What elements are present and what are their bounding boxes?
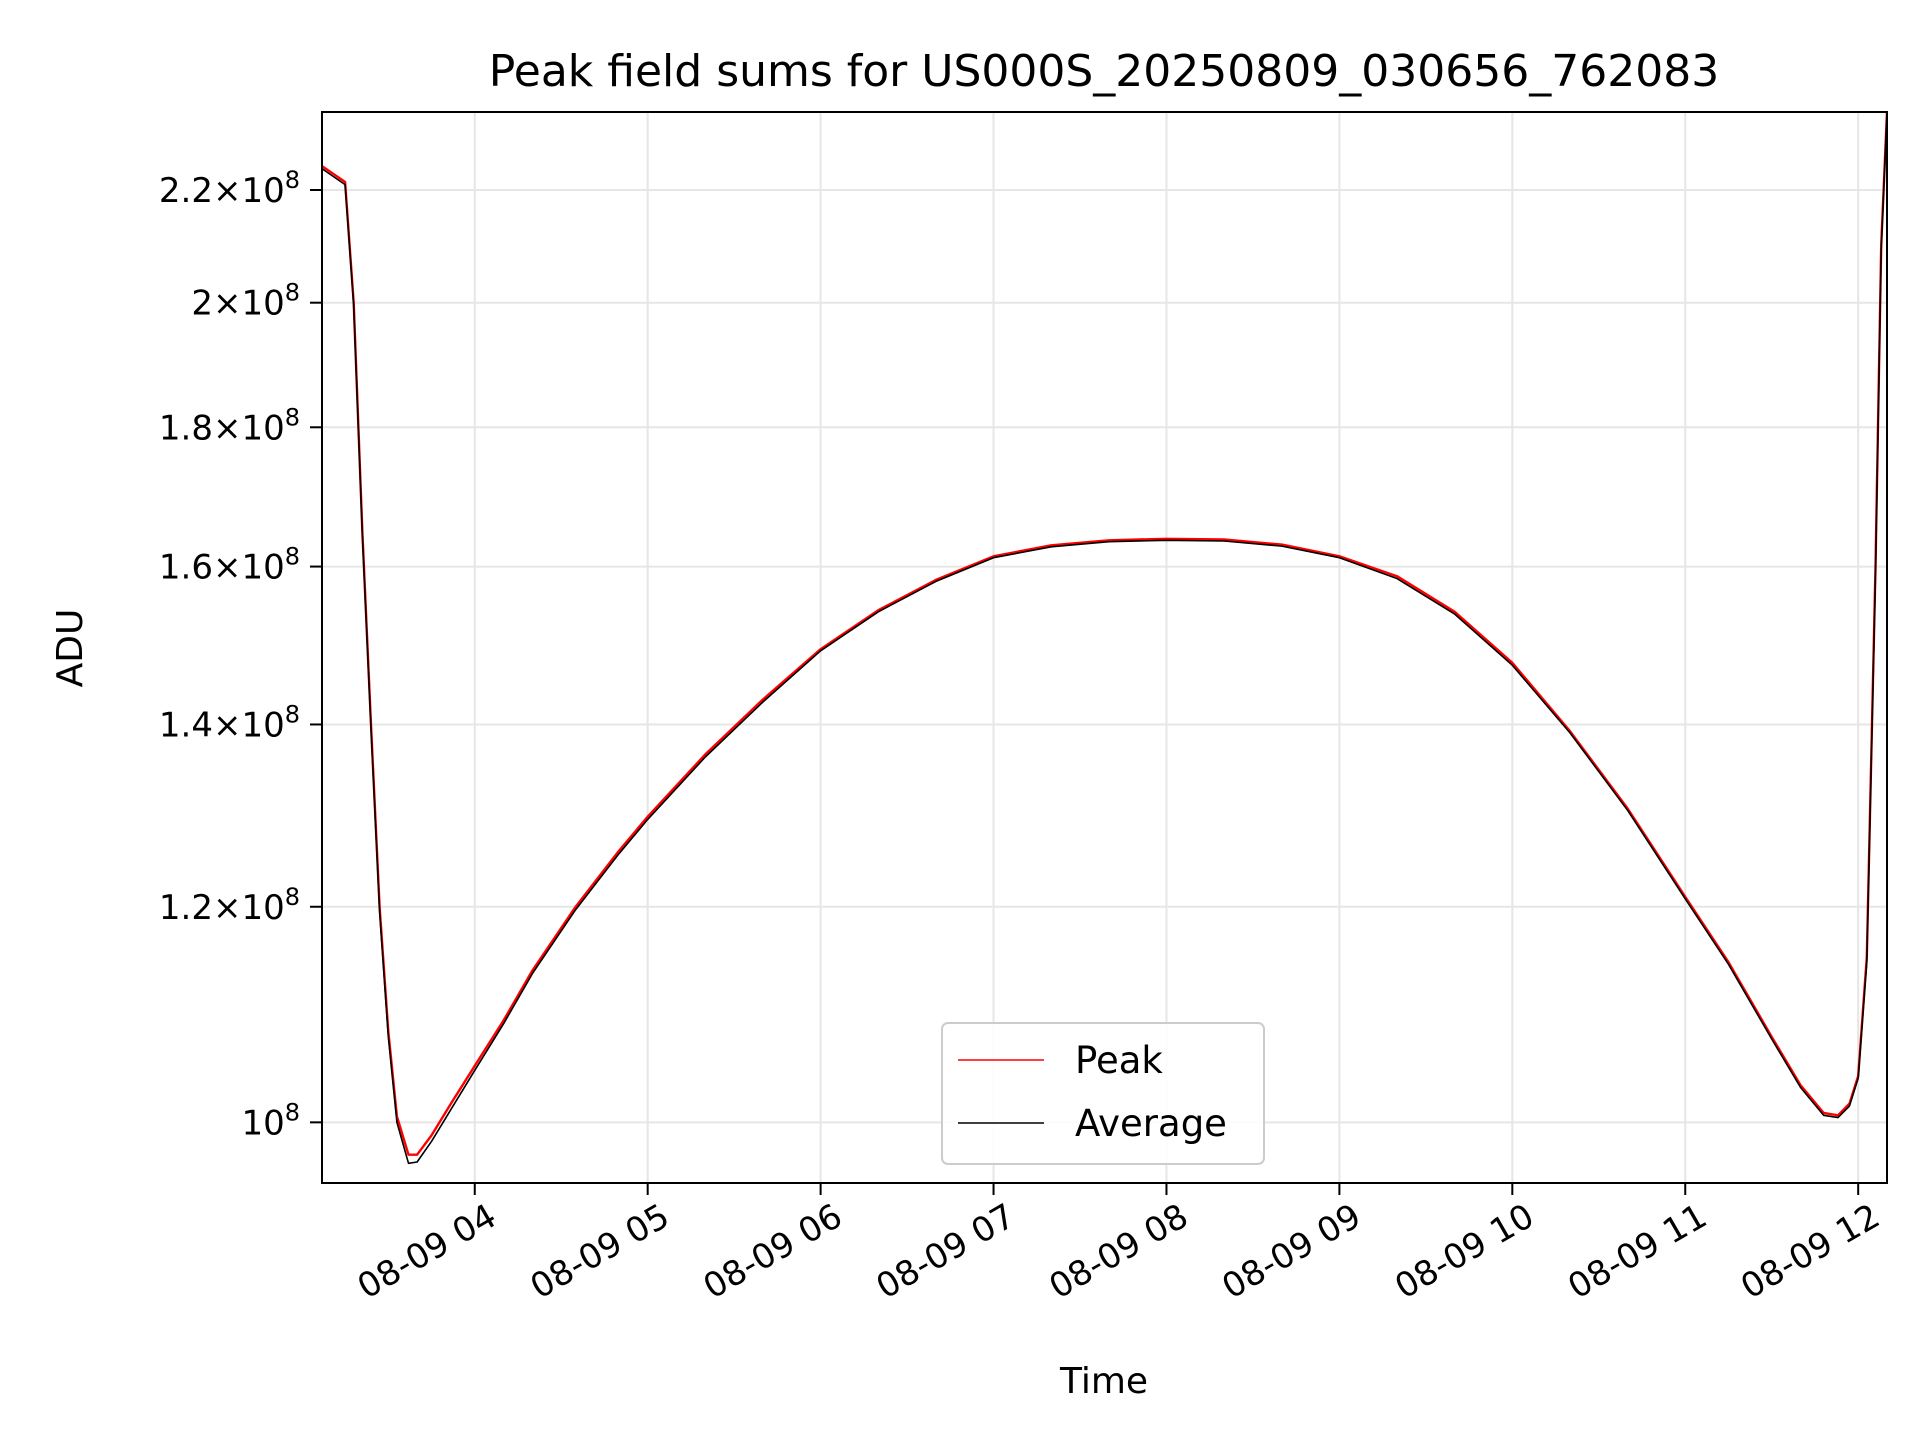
y-tick-times: × xyxy=(213,548,242,588)
y-tick-base: 10 xyxy=(241,284,284,324)
y-tick-mantissa: 1.6 xyxy=(159,548,213,588)
y-tick-exponent: 8 xyxy=(285,883,300,911)
series-line-average xyxy=(322,112,1887,1165)
series-layer xyxy=(322,112,1887,1165)
y-tick-times: × xyxy=(213,705,242,745)
y-tick-label: 1.4×108 xyxy=(159,700,300,745)
legend-label-average: Average xyxy=(1075,1102,1227,1145)
y-tick-base: 10 xyxy=(241,705,284,745)
y-tick-exponent: 8 xyxy=(285,700,300,728)
y-tick-times: × xyxy=(213,171,242,211)
y-tick-label: 108 xyxy=(241,1098,300,1143)
y-tick-mantissa: 1.8 xyxy=(159,408,213,448)
y-tick-label: 2×108 xyxy=(191,279,300,324)
y-tick-base: 10 xyxy=(241,171,284,211)
y-tick-base: 10 xyxy=(241,888,284,928)
y-tick-exponent: 8 xyxy=(285,1098,300,1126)
chart-title: Peak field sums for US000S_20250809_0306… xyxy=(489,46,1719,97)
y-tick-mantissa: 1.4 xyxy=(159,705,213,745)
legend: Peak Average xyxy=(941,1022,1265,1165)
y-tick-mantissa: 2 xyxy=(191,284,213,324)
x-axis-label: Time xyxy=(1059,1361,1148,1402)
y-tick-exponent: 8 xyxy=(285,403,300,431)
y-tick-mantissa: 2.2 xyxy=(159,171,213,211)
y-tick-label: 1.2×108 xyxy=(159,883,300,928)
y-tick-exponent: 8 xyxy=(285,543,300,571)
y-tick-exponent: 8 xyxy=(285,279,300,307)
plot-frame xyxy=(321,111,1888,1184)
legend-box xyxy=(941,1022,1265,1165)
y-tick-label: 1.6×108 xyxy=(159,543,300,588)
y-tick-times: × xyxy=(213,408,242,448)
y-tick-label: 2.2×108 xyxy=(159,166,300,211)
y-axis-label: ADU xyxy=(50,609,91,688)
y-tick-times: × xyxy=(213,284,242,324)
y-tick-exponent: 8 xyxy=(285,166,300,194)
y-tick-base: 10 xyxy=(241,548,284,588)
y-tick-times: × xyxy=(213,888,242,928)
y-tick-mantissa: 1.2 xyxy=(159,888,213,928)
y-axis: 1081.2×1081.4×1081.6×1081.8×1082×1082.2×… xyxy=(159,166,322,1143)
y-tick-base: 10 xyxy=(241,1103,284,1143)
y-tick-label: 1.8×108 xyxy=(159,403,300,448)
y-tick-base: 10 xyxy=(241,408,284,448)
legend-label-peak: Peak xyxy=(1075,1039,1163,1082)
